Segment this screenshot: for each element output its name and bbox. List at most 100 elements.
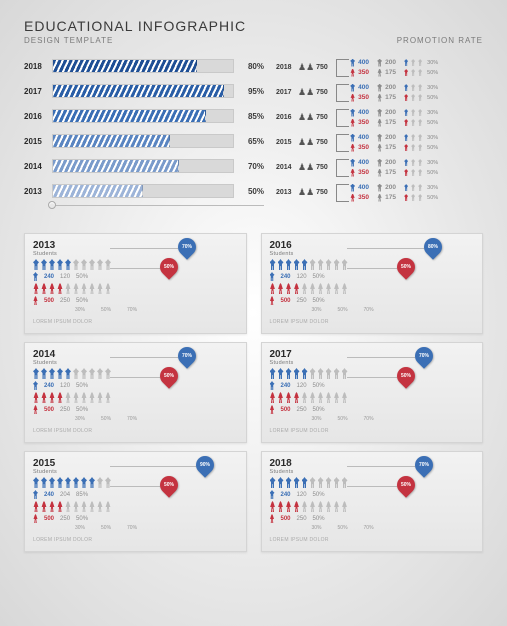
- person-icon: [286, 259, 292, 270]
- pin-line: [347, 377, 397, 378]
- split-row: 2018♟♟750 400 200 30% 350 175 50%: [276, 55, 476, 80]
- mini-pct: 50%: [427, 120, 438, 126]
- male-icon: [377, 184, 382, 192]
- split-total: 750: [316, 189, 336, 196]
- person-icon: [294, 477, 300, 488]
- mini-pct: 30%: [427, 160, 438, 166]
- bar-row: 201350%: [24, 180, 264, 202]
- male-icon: [377, 109, 382, 117]
- person-icon: [33, 259, 39, 270]
- people-row: [270, 392, 475, 403]
- person-icon: [278, 392, 284, 403]
- person-icon: [326, 283, 332, 294]
- split-male: 400 200 30%: [350, 159, 476, 167]
- female-icon: [377, 119, 382, 127]
- person-icon: [334, 392, 340, 403]
- male-icon: [270, 381, 275, 390]
- bar-year: 2013: [24, 187, 52, 196]
- female-icon: [350, 144, 355, 152]
- split-year: 2016: [276, 114, 298, 121]
- person-icon: [326, 477, 332, 488]
- split-male: 400 200 30%: [350, 59, 476, 67]
- person-icon: [81, 392, 87, 403]
- card-year: 2016: [270, 240, 294, 251]
- mini-people: 30%: [404, 84, 438, 91]
- female-icon: [377, 94, 382, 102]
- female-icon: [377, 194, 382, 202]
- person-icon: [286, 368, 292, 379]
- person-icon: [41, 368, 47, 379]
- person-icon: [33, 392, 39, 403]
- bar-year: 2016: [24, 112, 52, 121]
- person-icon: [270, 392, 276, 403]
- male-icon: [350, 109, 355, 117]
- person-icon: [41, 477, 47, 488]
- header: EDUCATIONAL INFOGRAPHIC DESIGN TEMPLATE …: [24, 18, 483, 45]
- bar-track: [52, 109, 234, 123]
- bar-fill: [53, 135, 170, 147]
- female-icon: [377, 169, 382, 177]
- split-female: 350 175 50%: [350, 94, 476, 102]
- bar-pct: 70%: [234, 162, 264, 171]
- pin-line: [110, 248, 178, 249]
- female-icon: [270, 405, 275, 414]
- mini-people: 50%: [404, 69, 438, 76]
- male-icon: [33, 272, 38, 281]
- person-icon: [57, 501, 63, 512]
- pin-line: [110, 268, 160, 269]
- bracket-icon: [336, 157, 350, 179]
- card-students-label: Students: [270, 469, 294, 475]
- card-lorem: LOREM IPSUM DOLOR: [33, 428, 238, 434]
- person-icon: [49, 259, 55, 270]
- person-icon: [89, 477, 95, 488]
- pin-line: [110, 357, 178, 358]
- split-female: 350 175 50%: [350, 194, 476, 202]
- person-icon: [294, 283, 300, 294]
- male-icon: [377, 84, 382, 92]
- split-row: 2016♟♟750 400 200 30% 350 175 50%: [276, 105, 476, 130]
- person-icon: [105, 283, 111, 294]
- person-icon: [89, 283, 95, 294]
- male-icon: [377, 159, 382, 167]
- bar-fill: [53, 185, 143, 197]
- bar-fill: [53, 60, 197, 72]
- split-total: 750: [316, 139, 336, 146]
- person-icon: [97, 477, 103, 488]
- female-icon: [350, 119, 355, 127]
- person-icon: [89, 392, 95, 403]
- split-male: 400 200 30%: [350, 84, 476, 92]
- people-icon: ♟♟: [298, 87, 314, 98]
- person-icon: [65, 283, 71, 294]
- person-icon: [318, 392, 324, 403]
- people-icon: ♟♟: [298, 112, 314, 123]
- bar-track: [52, 59, 234, 73]
- pin-line: [110, 486, 160, 487]
- mini-pct: 30%: [427, 85, 438, 91]
- person-icon: [310, 283, 316, 294]
- split-year: 2017: [276, 89, 298, 96]
- female-icon: [377, 144, 382, 152]
- person-icon: [302, 368, 308, 379]
- split-total: 750: [316, 114, 336, 121]
- card-lorem: LOREM IPSUM DOLOR: [33, 537, 238, 543]
- person-icon: [89, 368, 95, 379]
- person-icon: [302, 392, 308, 403]
- card-lorem: LOREM IPSUM DOLOR: [270, 319, 475, 325]
- bar-fill: [53, 160, 179, 172]
- person-icon: [105, 501, 111, 512]
- bar-fill: [53, 85, 224, 97]
- female-icon: [350, 69, 355, 77]
- person-icon: [33, 283, 39, 294]
- female-stats: 500 250 50%: [33, 296, 238, 305]
- male-icon: [350, 84, 355, 92]
- bar-pct: 65%: [234, 137, 264, 146]
- card-year: 2015: [33, 458, 57, 469]
- female-icon: [377, 69, 382, 77]
- mini-people: 50%: [404, 169, 438, 176]
- person-icon: [342, 283, 348, 294]
- people-icon: ♟♟: [298, 187, 314, 198]
- bar-track: [52, 184, 234, 198]
- person-icon: [81, 501, 87, 512]
- mini-pct: 50%: [427, 95, 438, 101]
- person-icon: [89, 259, 95, 270]
